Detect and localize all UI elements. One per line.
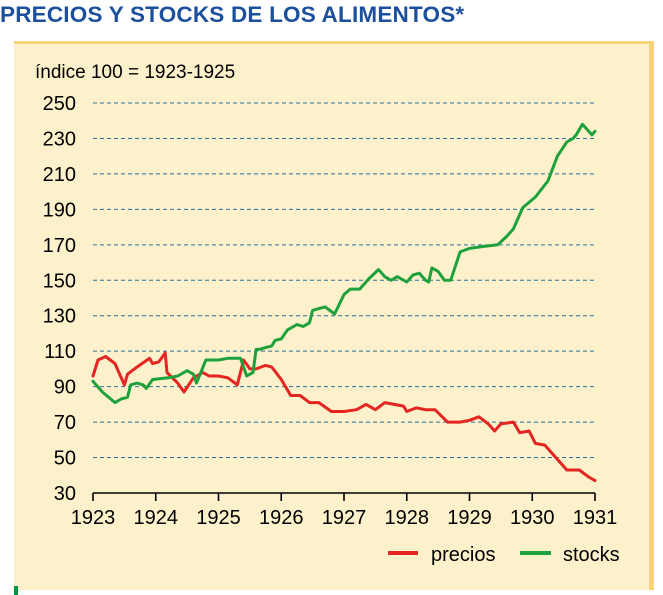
y-tick-210: 210 xyxy=(43,164,76,186)
x-tick-1929: 1929 xyxy=(447,507,492,529)
y-tick-130: 130 xyxy=(43,306,76,328)
grid-lines xyxy=(93,102,595,459)
corner-accent xyxy=(14,586,18,595)
legend-stocks-label: stocks xyxy=(563,544,620,566)
y-tick-70: 70 xyxy=(54,412,76,434)
y-tick-labels: 30 50 70 90 110 130 150 170 190 210 230 250 xyxy=(43,93,76,505)
x-tick-1928: 1928 xyxy=(385,507,430,529)
x-tick-1925: 1925 xyxy=(196,507,241,529)
series-lines xyxy=(91,122,597,483)
panel-right-border xyxy=(649,41,654,590)
legend: precios stocks xyxy=(388,544,620,566)
x-tick-1931: 1931 xyxy=(573,507,618,529)
x-tick-labels: 1923 1924 1925 1926 1927 1928 1929 1930 1931 xyxy=(71,507,618,529)
panel-top-border xyxy=(14,41,654,44)
x-tick-1924: 1924 xyxy=(134,507,179,529)
x-tick-1926: 1926 xyxy=(259,507,304,529)
series-line-precios xyxy=(91,351,597,483)
x-tick-1930: 1930 xyxy=(510,507,555,529)
y-tick-110: 110 xyxy=(44,341,76,363)
series-line-stocks xyxy=(91,122,597,405)
y-tick-50: 50 xyxy=(54,448,76,470)
y-tick-90: 90 xyxy=(54,377,76,399)
y-tick-190: 190 xyxy=(43,199,76,221)
chart-subtitle: índice 100 = 1923-1925 xyxy=(35,62,235,83)
y-tick-150: 150 xyxy=(43,270,76,292)
y-tick-250: 250 xyxy=(43,93,76,115)
legend-precios-label: precios xyxy=(431,544,495,566)
x-tick-1927: 1927 xyxy=(322,507,367,529)
y-tick-230: 230 xyxy=(43,128,76,150)
x-ticks xyxy=(92,493,596,501)
x-tick-1923: 1923 xyxy=(71,507,116,529)
y-tick-30: 30 xyxy=(54,483,76,505)
chart-title: PRECIOS Y STOCKS DE LOS ALIMENTOS* xyxy=(0,2,465,27)
y-tick-170: 170 xyxy=(43,235,76,257)
